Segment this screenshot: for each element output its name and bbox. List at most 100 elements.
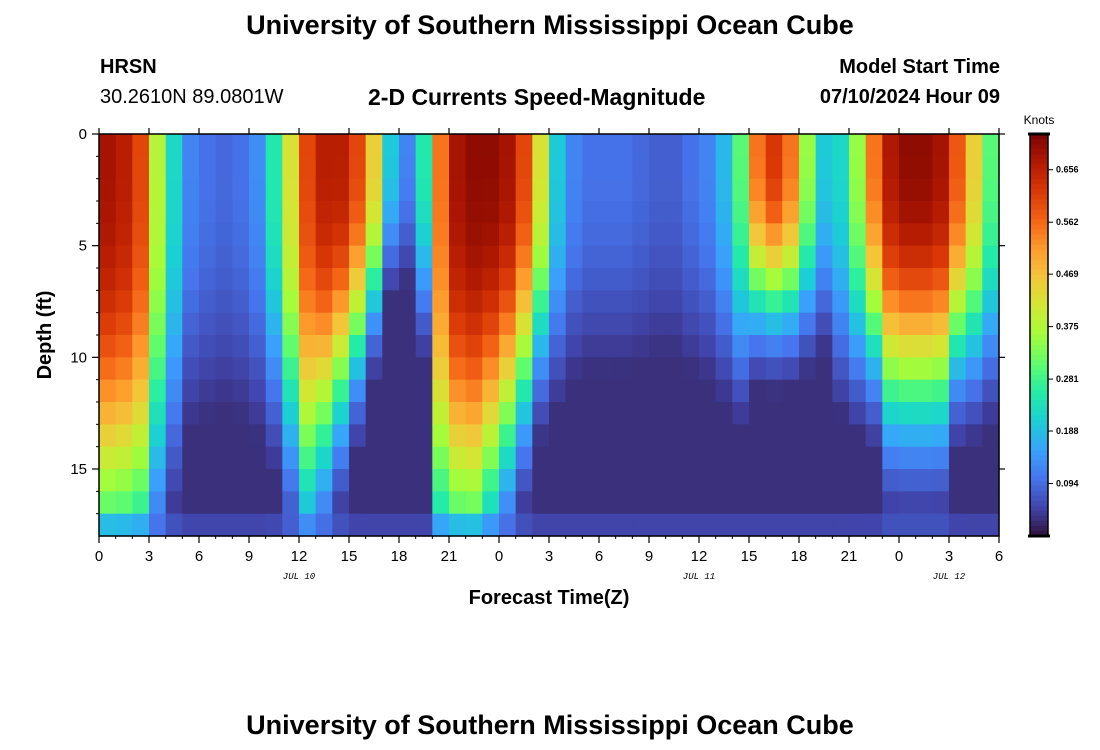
heatmap-cell: [749, 201, 767, 224]
colorbar-segment: [1030, 455, 1048, 462]
colorbar-segment: [1030, 299, 1048, 306]
colorbar-segment: [1030, 314, 1048, 321]
heatmap-cell: [882, 178, 900, 202]
heatmap-cell: [815, 513, 833, 537]
heatmap-cell: [865, 379, 883, 403]
heatmap-cell: [815, 156, 833, 180]
heatmap-cell: [615, 424, 633, 448]
heatmap-cell: [749, 446, 767, 470]
heatmap-cell: [332, 469, 350, 492]
heatmap-cell: [365, 491, 383, 515]
heatmap-cell: [249, 491, 267, 515]
heatmap-cell: [132, 335, 150, 358]
heatmap-cell: [665, 245, 683, 269]
heatmap-cell: [332, 446, 350, 470]
heatmap-cell: [932, 268, 950, 291]
date-label: JUL 11: [683, 572, 715, 582]
colorbar-segment: [1030, 345, 1048, 351]
heatmap-cell: [882, 290, 900, 314]
heatmap-cell: [849, 469, 867, 492]
heatmap-cell: [199, 290, 217, 314]
heatmap-cell: [449, 357, 467, 381]
colorbar-segment: [1030, 209, 1048, 216]
heatmap-cell: [465, 134, 483, 157]
colorbar-segment: [1030, 380, 1048, 386]
heatmap-cell: [899, 201, 917, 224]
heatmap-cell: [682, 201, 700, 224]
heatmap-cell: [415, 469, 433, 492]
colorbar-segment: [1030, 279, 1048, 286]
heatmap-cell: [132, 513, 150, 537]
heatmap-cell: [215, 201, 233, 224]
heatmap-cell: [165, 379, 183, 403]
heatmap-cell: [249, 245, 267, 269]
heatmap-cell: [849, 245, 867, 269]
heatmap-cell: [715, 223, 733, 247]
heatmap-cell: [332, 513, 350, 537]
heatmap-cell: [232, 513, 250, 537]
heatmap-cell: [282, 379, 300, 403]
colorbar-tick-label: 0.188: [1056, 426, 1079, 436]
heatmap-cell: [349, 513, 367, 537]
heatmap-cell: [682, 245, 700, 269]
heatmap-cell: [882, 469, 900, 492]
heatmap-cell: [149, 469, 167, 492]
heatmap-cell: [115, 424, 133, 448]
heatmap-cell: [299, 513, 317, 537]
heatmap-cell: [315, 178, 333, 202]
x-tick-label: 18: [391, 548, 408, 565]
heatmap-cell: [499, 335, 517, 358]
heatmap-cell: [132, 357, 150, 381]
heatmap-cell: [132, 402, 150, 425]
heatmap-cell: [115, 156, 133, 180]
heatmap-cell: [549, 379, 567, 403]
heatmap-cell: [515, 513, 533, 537]
heatmap-cell: [815, 312, 833, 336]
heatmap-cell: [782, 357, 800, 381]
heatmap-cell: [932, 357, 950, 381]
heatmap-cell: [899, 469, 917, 492]
heatmap-cell: [432, 223, 450, 247]
heatmap-cell: [665, 134, 683, 157]
heatmap-cell: [99, 312, 117, 336]
heatmap-cell: [949, 402, 967, 425]
heatmap-cell: [782, 491, 800, 515]
heatmap-cell: [115, 134, 133, 157]
heatmap-cell: [149, 491, 167, 515]
heatmap-cell: [265, 245, 283, 269]
heatmap-cell: [382, 424, 400, 448]
heatmap-cell: [132, 446, 150, 470]
heatmap-cell: [765, 335, 783, 358]
heatmap-cell: [99, 469, 117, 492]
heatmap-cell: [415, 268, 433, 291]
heatmap-cell: [265, 290, 283, 314]
heatmap-cell: [465, 156, 483, 180]
heatmap-cell: [249, 134, 267, 157]
colorbar-segment: [1030, 465, 1048, 472]
heatmap-cell: [715, 156, 733, 180]
heatmap-cell: [649, 290, 667, 314]
heatmap-cell: [515, 201, 533, 224]
heatmap-cell: [449, 402, 467, 425]
heatmap-cell: [549, 491, 567, 515]
colorbar-segment: [1030, 329, 1048, 336]
heatmap-cell: [249, 201, 267, 224]
heatmap-cell: [249, 469, 267, 492]
heatmap-cell: [199, 513, 217, 537]
date-labels: JUL 10 JUL 11 JUL 12: [283, 572, 966, 582]
colorbar-segment: [1030, 154, 1048, 160]
heatmap-cell: [949, 268, 967, 291]
heatmap-cell: [849, 223, 867, 247]
heatmap-cell: [799, 379, 817, 403]
colorbar-segment: [1030, 139, 1048, 145]
heatmap-cell: [415, 201, 433, 224]
colorbar-segment: [1030, 390, 1048, 396]
heatmap-cell: [982, 469, 1000, 492]
heatmap-cell: [782, 201, 800, 224]
heatmap-cell: [965, 201, 983, 224]
x-tick-label: 12: [691, 548, 708, 565]
heatmap-cell: [749, 156, 767, 180]
heatmap-cell: [282, 335, 300, 358]
heatmap-cell: [815, 201, 833, 224]
